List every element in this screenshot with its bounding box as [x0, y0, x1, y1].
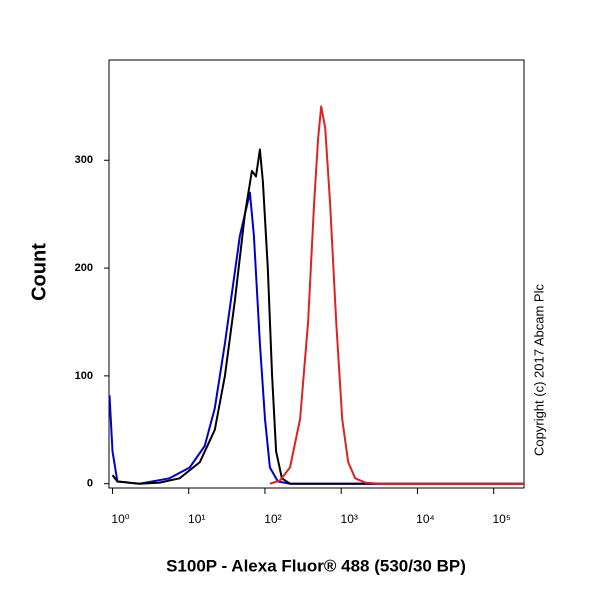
- y-axis-label: Count: [28, 243, 50, 301]
- y-tick-label: 200: [75, 262, 93, 274]
- x-tick-label: 10¹: [188, 512, 205, 526]
- y-tick-label: 100: [75, 370, 93, 382]
- copyright: Copyright (c) 2017 Abcam Plc: [531, 284, 546, 456]
- x-tick-label: 10³: [341, 512, 358, 526]
- y-tick-label: 300: [75, 154, 93, 166]
- histogram-line: [108, 191, 524, 485]
- x-tick-label: 10²: [264, 512, 281, 526]
- x-axis-label: S100P - Alexa Fluor® 488 (530/30 BP): [166, 556, 466, 575]
- x-tick-label: 10⁰: [111, 512, 129, 526]
- y-tick-label: 0: [87, 478, 93, 490]
- histogram-line: [111, 148, 524, 485]
- histogram-line: [269, 105, 524, 485]
- x-tick-label: 10⁴: [416, 512, 435, 526]
- plot-frame: [108, 59, 525, 489]
- x-tick-label: 10⁵: [492, 512, 510, 526]
